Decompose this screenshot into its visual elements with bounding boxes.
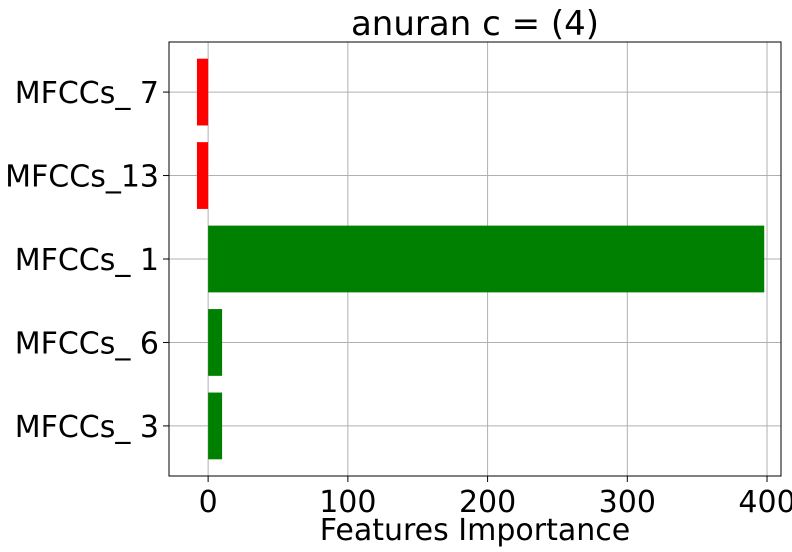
y-tick-label: MFCCs_ 3 xyxy=(15,410,159,445)
x-tick-label: 100 xyxy=(319,485,376,520)
y-tick-label: MFCCs_ 7 xyxy=(15,76,159,111)
x-tick-labels: 0 100 200 300 400 xyxy=(199,476,792,520)
bar xyxy=(208,225,765,293)
y-tick-label: MFCCs_ 1 xyxy=(15,243,159,278)
bars xyxy=(196,58,765,460)
grid xyxy=(169,42,781,476)
x-tick-label: 0 xyxy=(199,485,218,520)
x-axis-label: Features Importance xyxy=(320,513,630,548)
bar xyxy=(196,58,209,126)
bar xyxy=(196,142,209,209)
x-tick-label: 200 xyxy=(459,485,516,520)
y-tick-labels: MFCCs_ 3 MFCCs_ 6 MFCCs_ 1 MFCCs_13 MFCCs_ 7 xyxy=(5,76,169,445)
x-tick-label: 400 xyxy=(738,485,792,520)
y-tick-label: MFCCs_ 6 xyxy=(15,326,159,361)
chart-title: anuran c = (4) xyxy=(351,4,599,44)
bar xyxy=(208,309,223,376)
bar xyxy=(208,392,223,460)
x-tick-label: 300 xyxy=(599,485,656,520)
y-tick-label: MFCCs_13 xyxy=(5,160,159,195)
